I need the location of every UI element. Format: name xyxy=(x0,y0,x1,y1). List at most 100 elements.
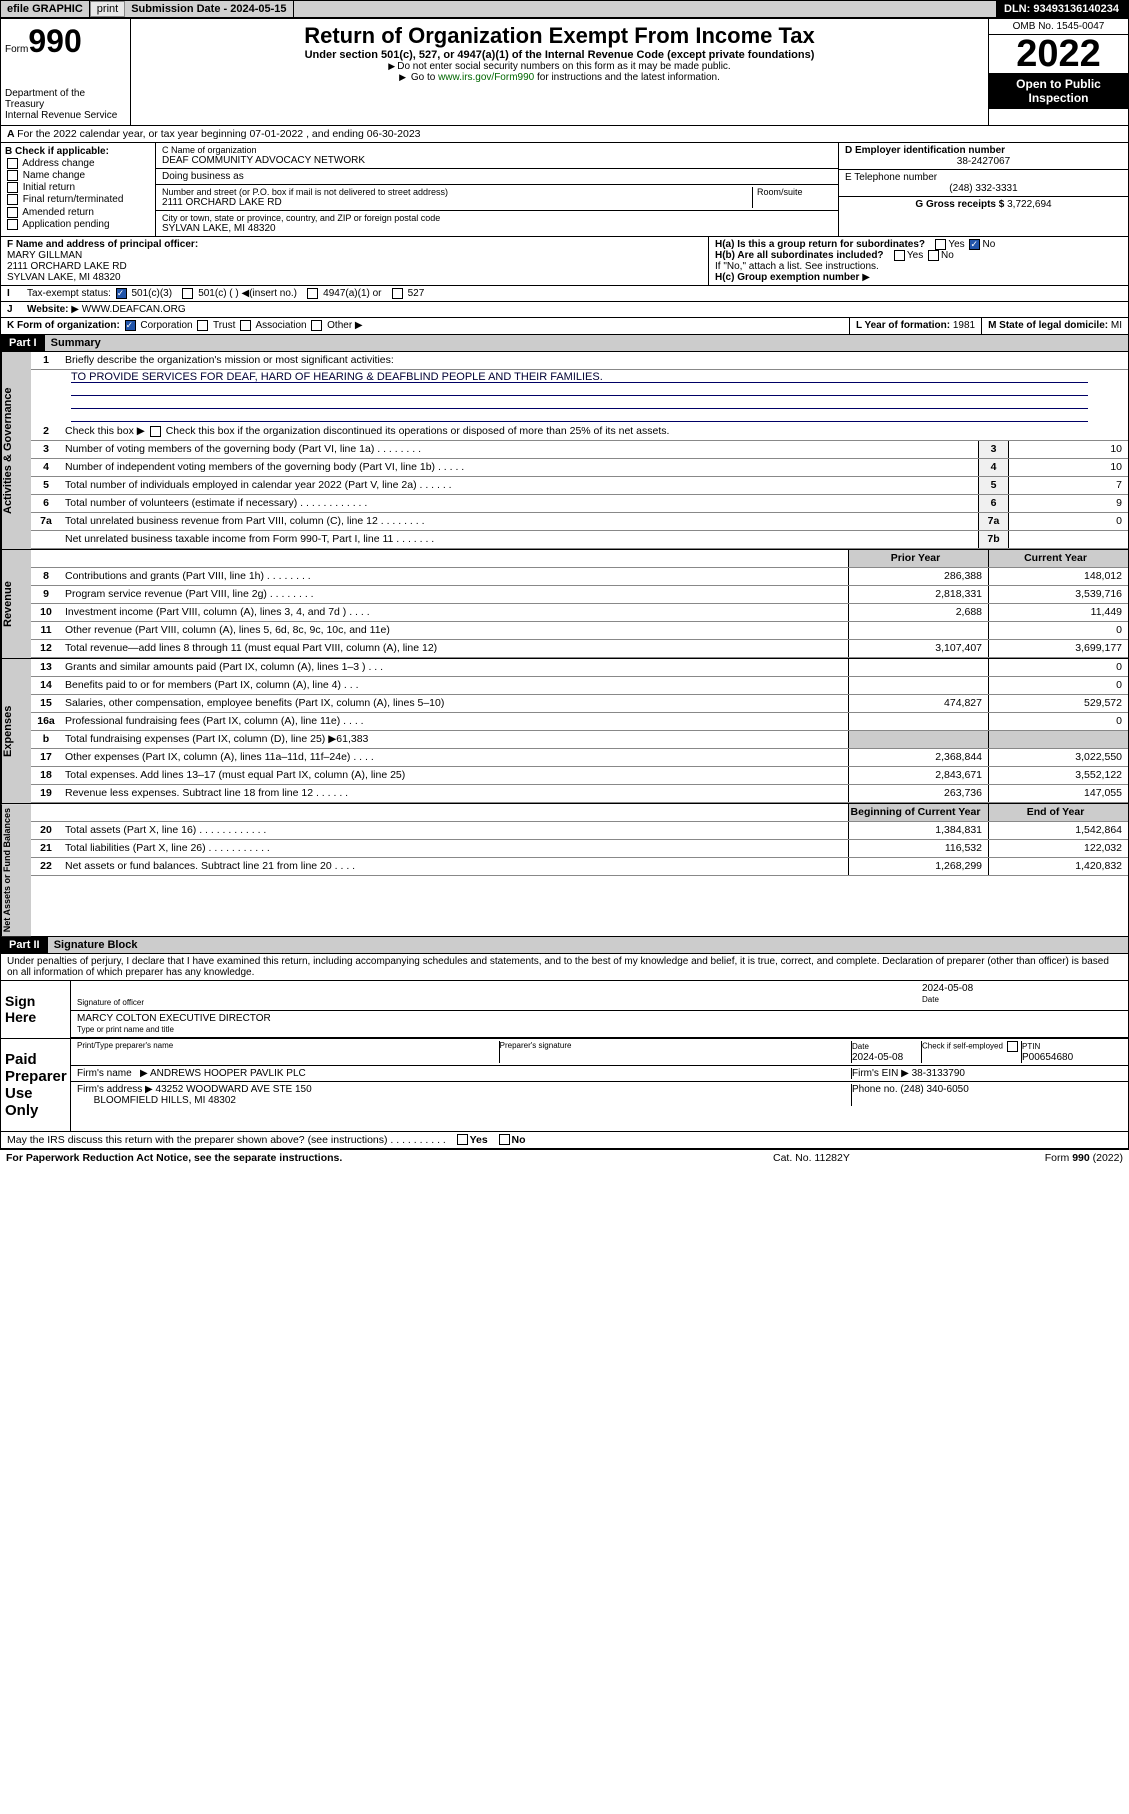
phone-label: E Telephone number xyxy=(845,172,1122,183)
efile-label: efile GRAPHIC xyxy=(1,1,90,17)
summary-line: 20Total assets (Part X, line 16) . . . .… xyxy=(31,822,1128,840)
year-formation: L Year of formation: 1981 xyxy=(849,318,982,333)
summary-line: 21Total liabilities (Part X, line 26) . … xyxy=(31,840,1128,858)
summary-line: 7aTotal unrelated business revenue from … xyxy=(31,513,1128,531)
form-subtitle: Under section 501(c), 527, or 4947(a)(1)… xyxy=(135,49,984,61)
summary-line: 6Total number of volunteers (estimate if… xyxy=(31,495,1128,513)
street-address: 2111 ORCHARD LAKE RD xyxy=(162,197,752,208)
opt-address-change[interactable]: Address change xyxy=(5,158,151,169)
officer-label: F Name and address of principal officer: xyxy=(7,239,702,250)
subordinates-q: H(b) Are all subordinates included? Yes … xyxy=(715,250,1122,261)
tax-year: 2022 xyxy=(989,35,1128,73)
form-ref: Form 990 (2022) xyxy=(973,1152,1123,1164)
summary-line: 22Net assets or fund balances. Subtract … xyxy=(31,858,1128,876)
officer-addr1: 2111 ORCHARD LAKE RD xyxy=(7,261,702,272)
net-vlabel: Net Assets or Fund Balances xyxy=(1,804,31,936)
mission-label: Briefly describe the organization's miss… xyxy=(61,353,1128,367)
opt-application-pending[interactable]: Application pending xyxy=(5,219,151,230)
section-i: I Tax-exempt status: 501(c)(3) 501(c) ( … xyxy=(0,286,1129,302)
print-button[interactable]: print xyxy=(90,1,125,17)
paperwork-notice: For Paperwork Reduction Act Notice, see … xyxy=(6,1152,773,1164)
addr-label: Number and street (or P.O. box if mail i… xyxy=(162,187,752,197)
public-inspection: Open to Public Inspection xyxy=(989,73,1128,109)
gross-receipts: G Gross receipts $ 3,722,694 xyxy=(839,197,1128,212)
summary-line: 8Contributions and grants (Part VIII, li… xyxy=(31,568,1128,586)
penalty-statement: Under penalties of perjury, I declare th… xyxy=(0,954,1129,981)
summary-line: 9Program service revenue (Part VIII, lin… xyxy=(31,586,1128,604)
chk-other[interactable] xyxy=(311,320,322,331)
chk-trust[interactable] xyxy=(197,320,208,331)
top-bar: efile GRAPHIC print Submission Date - 20… xyxy=(0,0,1129,18)
chk-corp[interactable] xyxy=(125,320,136,331)
officer-name: MARY GILLMAN xyxy=(7,250,702,261)
form-header: Form990 Department of the Treasury Inter… xyxy=(0,18,1129,126)
irs-link[interactable]: www.irs.gov/Form990 xyxy=(438,72,534,83)
paid-preparer-label: Paid Preparer Use Only xyxy=(1,1039,71,1131)
group-exemption: H(c) Group exemption number ▶ xyxy=(715,272,1122,283)
dba-label: Doing business as xyxy=(156,169,838,185)
section-j: J Website: ▶ WWW.DEAFCAN.ORG xyxy=(0,302,1129,318)
opt-name-change[interactable]: Name change xyxy=(5,170,151,181)
summary-line: 5Total number of individuals employed in… xyxy=(31,477,1128,495)
instructions-link-row: Go to www.irs.gov/Form990 for instructio… xyxy=(135,72,984,83)
part2-header: Part II Signature Block xyxy=(0,937,1129,954)
summary-line: 15Salaries, other compensation, employee… xyxy=(31,695,1128,713)
opt-initial-return[interactable]: Initial return xyxy=(5,182,151,193)
ein-value: 38-2427067 xyxy=(845,156,1122,167)
chk-527[interactable] xyxy=(392,288,403,299)
summary-line: bTotal fundraising expenses (Part IX, co… xyxy=(31,731,1128,749)
phone-value: (248) 332-3331 xyxy=(845,183,1122,194)
ssn-warning: Do not enter social security numbers on … xyxy=(135,61,984,72)
beginning-year-hdr: Beginning of Current Year xyxy=(848,804,988,821)
net-assets-section: Net Assets or Fund Balances Beginning of… xyxy=(0,804,1129,937)
city-label: City or town, state or province, country… xyxy=(162,213,832,223)
group-return-q: H(a) Is this a group return for subordin… xyxy=(715,239,1122,250)
gov-vlabel: Activities & Governance xyxy=(1,352,31,549)
chk-assoc[interactable] xyxy=(240,320,251,331)
period-row: A For the 2022 calendar year, or tax yea… xyxy=(0,126,1129,143)
summary-line: 16aProfessional fundraising fees (Part I… xyxy=(31,713,1128,731)
revenue-section: Revenue Prior Year Current Year 8Contrib… xyxy=(0,550,1129,659)
sign-here-block: Sign Here Signature of officer2024-05-08… xyxy=(0,981,1129,1039)
sign-here-label: Sign Here xyxy=(1,981,71,1038)
summary-line: 19Revenue less expenses. Subtract line 1… xyxy=(31,785,1128,803)
summary-line: 18Total expenses. Add lines 13–17 (must … xyxy=(31,767,1128,785)
opt-amended[interactable]: Amended return xyxy=(5,207,151,218)
summary-line: 3Number of voting members of the governi… xyxy=(31,441,1128,459)
page-footer: For Paperwork Reduction Act Notice, see … xyxy=(0,1149,1129,1166)
officer-addr2: SYLVAN LAKE, MI 48320 xyxy=(7,272,702,283)
expenses-section: Expenses 13Grants and similar amounts pa… xyxy=(0,659,1129,804)
submission-date: Submission Date - 2024-05-15 xyxy=(125,1,293,17)
prior-year-hdr: Prior Year xyxy=(848,550,988,567)
state-domicile: M State of legal domicile: MI xyxy=(982,318,1128,333)
opt-final-return[interactable]: Final return/terminated xyxy=(5,194,151,205)
ein-label: D Employer identification number xyxy=(845,145,1122,156)
summary-line: Net unrelated business taxable income fr… xyxy=(31,531,1128,549)
website-value: WWW.DEAFCAN.ORG xyxy=(82,304,186,315)
current-year-hdr: Current Year xyxy=(988,550,1128,567)
discontinued-check: Check this box ▶ Check this box if the o… xyxy=(61,424,1128,438)
city-value: SYLVAN LAKE, MI 48320 xyxy=(162,223,832,234)
paid-preparer-block: Paid Preparer Use Only Print/Type prepar… xyxy=(0,1039,1129,1132)
section-b-through-g: B Check if applicable: Address change Na… xyxy=(0,143,1129,237)
cat-no: Cat. No. 11282Y xyxy=(773,1152,973,1164)
part1-header: Part I Summary xyxy=(0,335,1129,352)
summary-line: 10Investment income (Part VIII, column (… xyxy=(31,604,1128,622)
section-k-l-m: K Form of organization: Corporation Trus… xyxy=(0,318,1129,334)
form-number: Form990 xyxy=(5,23,126,60)
chk-4947[interactable] xyxy=(307,288,318,299)
end-year-hdr: End of Year xyxy=(988,804,1128,821)
form-title: Return of Organization Exempt From Incom… xyxy=(135,23,984,49)
summary-line: 12Total revenue—add lines 8 through 11 (… xyxy=(31,640,1128,658)
summary-line: 17Other expenses (Part IX, column (A), l… xyxy=(31,749,1128,767)
chk-501c3[interactable] xyxy=(116,288,127,299)
irs-label: Internal Revenue Service xyxy=(5,110,126,121)
mission-text: TO PROVIDE SERVICES FOR DEAF, HARD OF HE… xyxy=(71,371,1088,383)
org-name: DEAF COMMUNITY ADVOCACY NETWORK xyxy=(162,155,832,166)
summary-line: 14Benefits paid to or for members (Part … xyxy=(31,677,1128,695)
dept-label: Department of the Treasury xyxy=(5,88,126,110)
chk-501c[interactable] xyxy=(182,288,193,299)
dln-label: DLN: 93493136140234 xyxy=(996,1,1128,17)
check-applicable-label: B Check if applicable: xyxy=(5,146,151,157)
summary-line: 13Grants and similar amounts paid (Part … xyxy=(31,659,1128,677)
